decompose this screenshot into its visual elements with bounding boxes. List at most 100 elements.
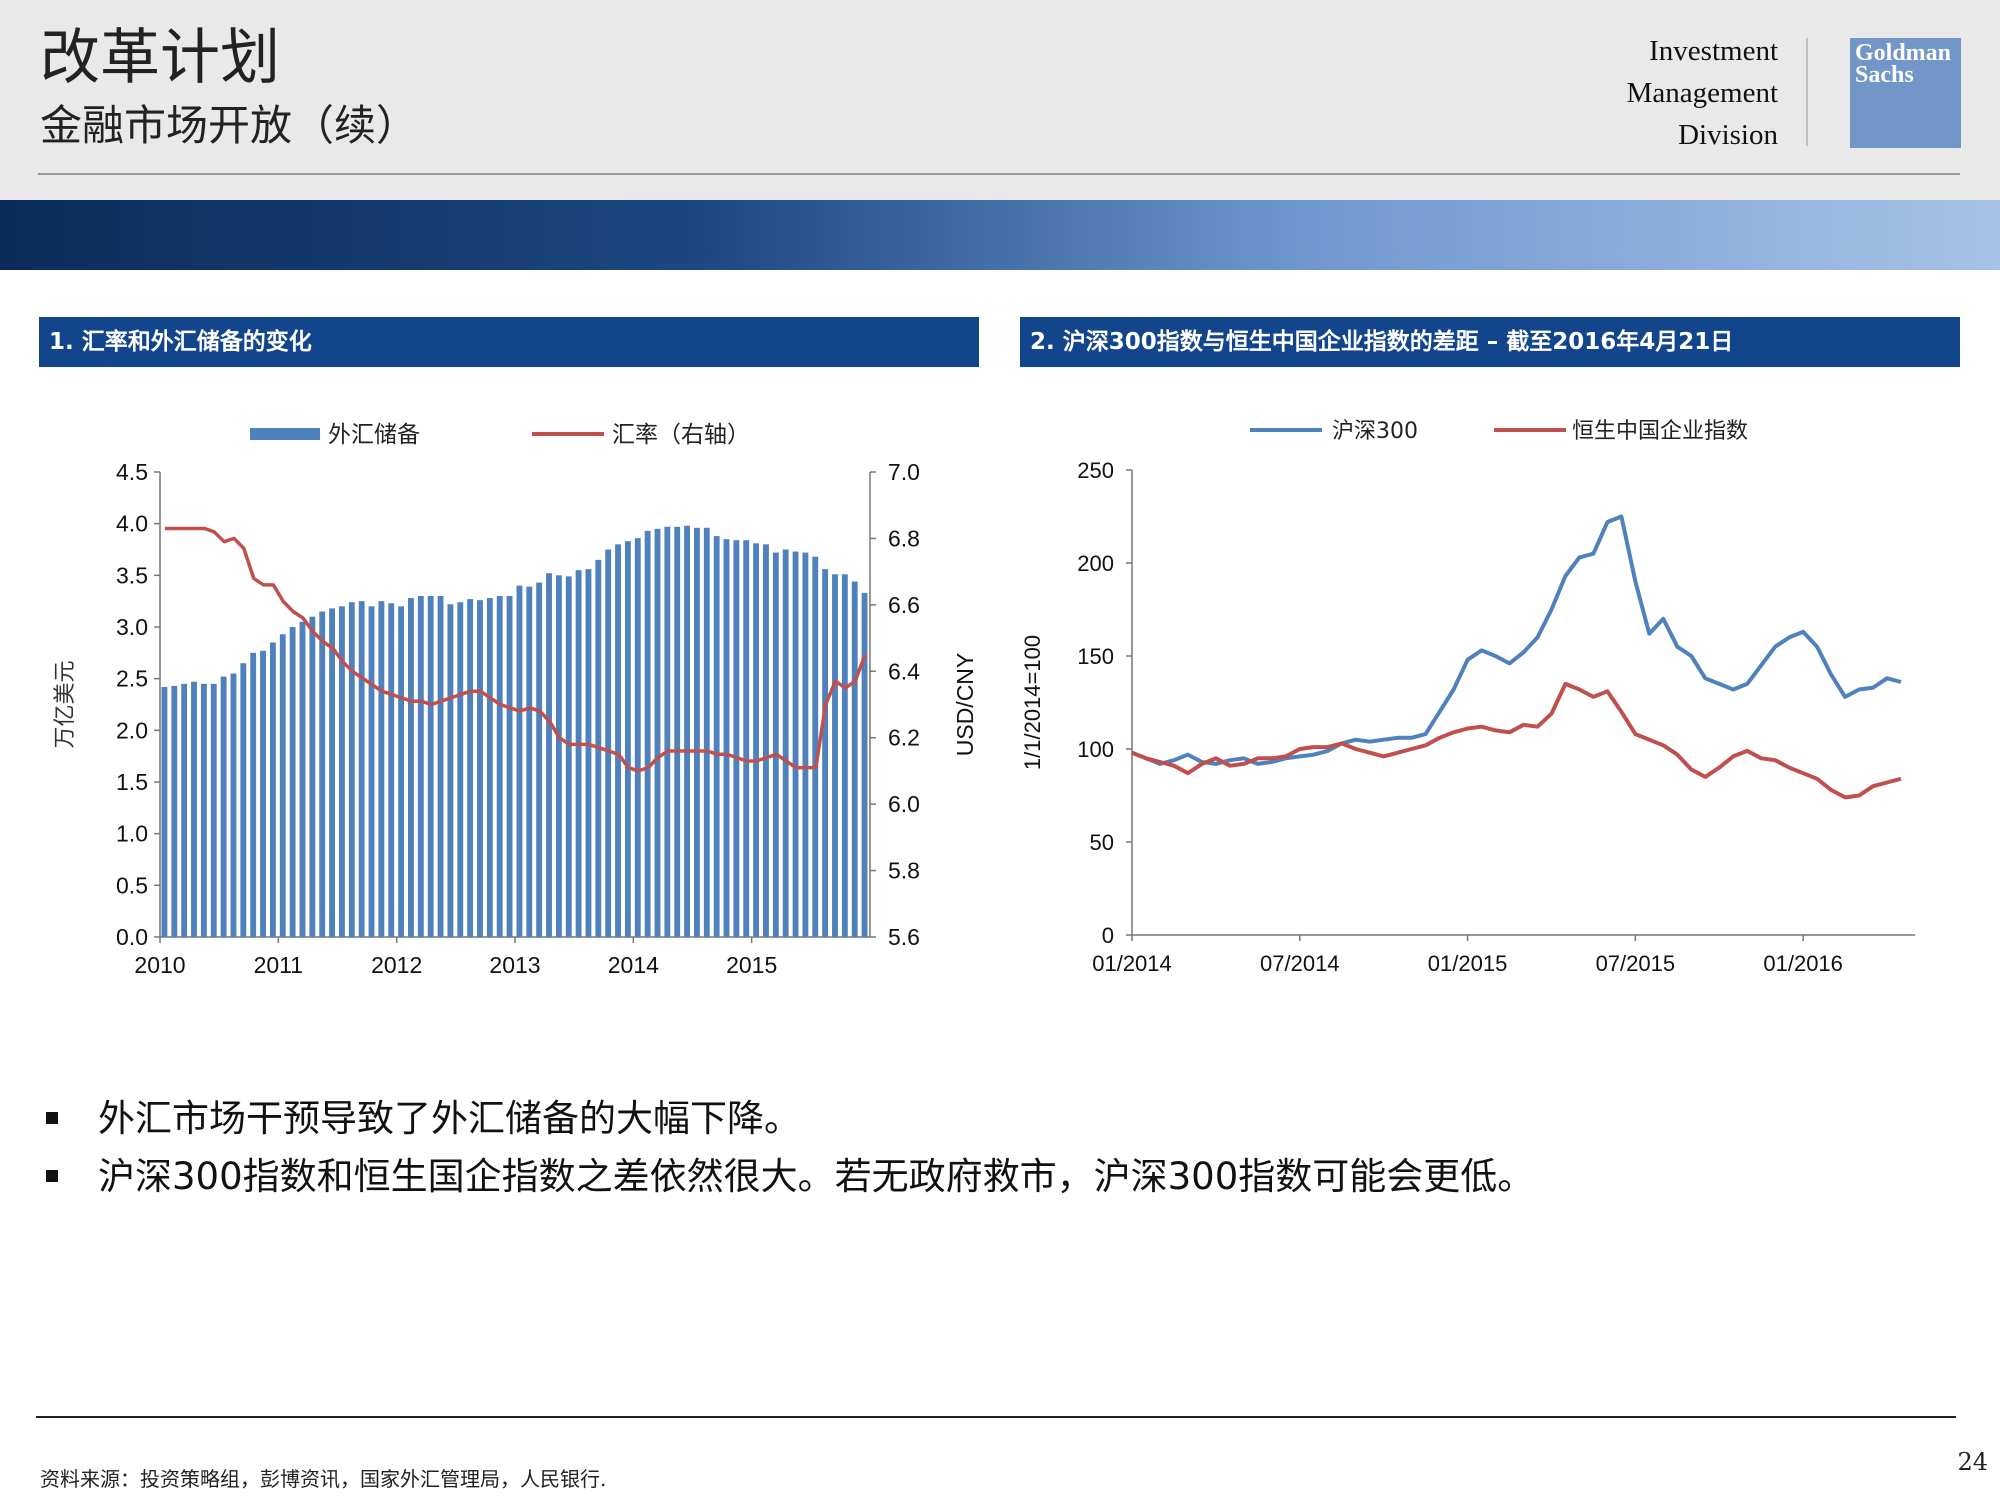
legend-label-hscei: 恒生中国企业指数	[1572, 419, 1748, 444]
reserve-bar	[279, 634, 286, 937]
csi300-line	[1131, 514, 1902, 766]
reserve-bar	[437, 596, 444, 937]
x-tick-label: 01/2016	[1763, 951, 1843, 976]
reserve-bar	[230, 673, 237, 937]
bullet-item: 外汇市场干预导致了外汇储备的大幅下降。	[46, 1090, 1946, 1148]
legend-label-rate: 汇率（右轴）	[612, 422, 750, 448]
reserve-bar	[161, 686, 168, 937]
reserve-bar	[832, 574, 838, 937]
reserve-bar	[398, 606, 405, 937]
panel-title-fx: 1. 汇率和外汇储备的变化	[39, 317, 979, 367]
reserve-bar	[634, 538, 641, 937]
reserve-bar	[210, 683, 217, 937]
y2-tick-label: 6.2	[888, 725, 920, 751]
y-tick-label: 2.5	[116, 666, 148, 692]
reserve-bar	[250, 652, 257, 937]
header-bar: 改革计划 金融市场开放（续） Investment Management Div…	[0, 0, 2000, 200]
reserve-bar	[477, 600, 483, 937]
reserve-bar	[861, 592, 868, 937]
y-tick-label: 150	[1077, 644, 1114, 669]
reserve-bar	[723, 539, 730, 937]
reserve-bar	[792, 551, 799, 937]
y-tick-label: 50	[1090, 830, 1114, 855]
reserve-bar	[694, 527, 700, 937]
x-tick-label: 2013	[489, 952, 540, 978]
reserve-bar	[181, 683, 188, 937]
reserve-bar	[516, 585, 523, 937]
reserve-bar	[822, 569, 829, 937]
reserve-bar	[348, 602, 355, 937]
reserve-bar	[526, 586, 533, 937]
reserve-bar	[812, 556, 819, 937]
footer-rule	[36, 1416, 1956, 1418]
panel-title-index: 2. 沪深300指数与恒生中国企业指数的差距 – 截至2016年4月21日	[1020, 317, 1960, 367]
reserve-bar	[269, 642, 276, 937]
reserve-bar	[358, 601, 365, 937]
y-tick-label: 1.0	[116, 821, 148, 847]
bullet-list: 外汇市场干预导致了外汇储备的大幅下降。 沪深300指数和恒生国企指数之差依然很大…	[46, 1090, 1946, 1206]
x-tick-label: 07/2015	[1596, 951, 1676, 976]
y-tick-label: 2.0	[116, 717, 148, 743]
reserve-bar	[546, 573, 552, 937]
bullet-square-icon	[46, 1170, 58, 1182]
legend-label-csi300: 沪深300	[1332, 419, 1418, 444]
y2-tick-label: 5.8	[888, 858, 920, 884]
reserve-bar	[733, 540, 740, 937]
reserve-bar	[240, 663, 247, 937]
reserve-bar	[220, 676, 227, 937]
x-tick-label: 2011	[254, 952, 303, 978]
y2-tick-label: 6.6	[888, 592, 920, 618]
logo-line-1: Goldman	[1855, 40, 1952, 66]
reserve-bar	[624, 541, 631, 937]
reserve-bar	[654, 528, 661, 937]
y-tick-label: 100	[1077, 737, 1114, 762]
reserve-bar	[605, 549, 612, 937]
reserve-bar	[329, 608, 335, 937]
bullet-square-icon	[46, 1112, 58, 1124]
y-tick-label: 250	[1077, 458, 1114, 483]
reserve-bar	[191, 681, 197, 937]
exchange-rate-line	[164, 526, 867, 773]
y-tick-label: 3.5	[116, 562, 148, 588]
y-tick-label: 1.5	[116, 769, 148, 795]
reserve-bar	[782, 549, 789, 937]
reserve-bar	[368, 606, 375, 937]
reserve-bar	[753, 543, 760, 937]
goldman-sachs-logo: Goldman Sachs	[1850, 38, 1961, 148]
reserve-bar	[309, 616, 316, 937]
bullet-text: 沪深300指数和恒生国企指数之差依然很大。若无政府救市，沪深300指数可能会更低…	[98, 1155, 1535, 1198]
reserve-bar	[260, 650, 266, 937]
legend-label-reserves: 外汇储备	[328, 422, 420, 448]
reserve-bar	[388, 603, 395, 937]
source-note: 资料来源：投资策略组，彭博资讯，国家外汇管理局，人民银行.	[40, 1467, 607, 1491]
y-tick-label: 0.0	[116, 924, 148, 950]
reserve-bar	[378, 601, 385, 937]
reserve-bar	[841, 574, 848, 937]
reserve-bar	[486, 598, 493, 937]
y-tick-label: 4.0	[116, 511, 148, 537]
y2-axis-title: USD/CNY	[952, 653, 978, 757]
reserve-bar	[664, 526, 671, 937]
y2-tick-label: 6.0	[888, 791, 920, 817]
bullet-item: 沪深300指数和恒生国企指数之差依然很大。若无政府救市，沪深300指数可能会更低…	[46, 1148, 1946, 1206]
reserve-bar	[506, 596, 513, 937]
x-tick-label: 07/2014	[1260, 951, 1340, 976]
reserve-bar	[565, 576, 572, 937]
fx-reserves-chart: 0.0 0.5 1.0 1.5 2.0 2.5 3.0 3.5 4.0 4.5 5.6 5.8 6.0 6…	[53, 422, 978, 978]
y-tick-label: 3.0	[116, 614, 148, 640]
hscei-line	[1131, 681, 1902, 800]
reserve-bar	[851, 581, 858, 937]
reserve-bar	[644, 530, 651, 937]
reserve-bar	[575, 570, 582, 937]
bullet-text: 外汇市场干预导致了外汇储备的大幅下降。	[98, 1097, 801, 1140]
x-tick-label: 2015	[726, 952, 777, 978]
y-tick-label: 4.5	[116, 459, 148, 485]
reserve-bar	[417, 596, 424, 937]
reserve-bar	[615, 544, 621, 937]
gradient-band	[0, 200, 2000, 270]
page-title: 改革计划	[40, 23, 280, 93]
y-tick-label: 0	[1102, 923, 1114, 948]
x-tick-label: 01/2014	[1092, 951, 1172, 976]
y-axis-title: 万亿美元	[53, 660, 78, 748]
reserve-bar	[496, 596, 503, 937]
